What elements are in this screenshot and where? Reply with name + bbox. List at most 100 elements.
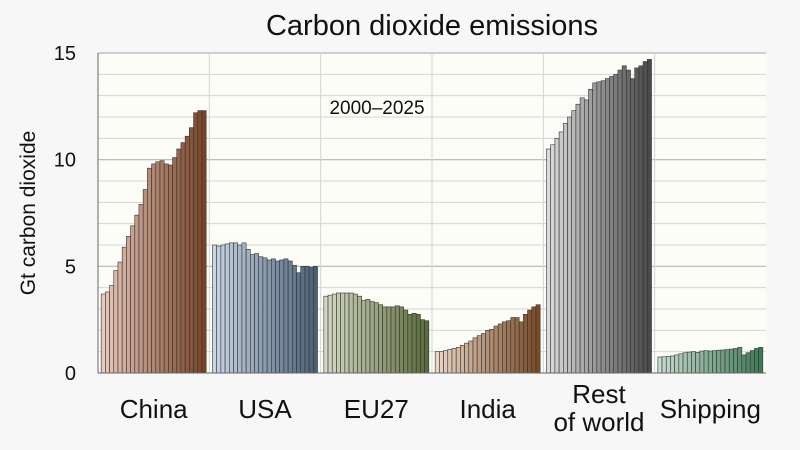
- bar-china: [180, 142, 186, 374]
- bar-shipping: [754, 348, 759, 374]
- bar-india: [485, 330, 491, 374]
- bar-eu27: [331, 293, 337, 374]
- bar-eu27: [369, 301, 375, 374]
- bar-rest-of-world: [567, 116, 572, 374]
- bar-india: [523, 314, 528, 374]
- bar-usa: [241, 242, 247, 374]
- bar-rest-of-world: [646, 59, 652, 374]
- bar-rest-of-world: [562, 123, 568, 374]
- bar-eu27: [348, 292, 354, 374]
- bar-shipping: [745, 352, 751, 374]
- bar-india: [468, 340, 474, 374]
- bar-china: [100, 293, 106, 374]
- bar-rest-of-world: [600, 80, 606, 374]
- category-label: USA: [238, 394, 292, 424]
- bar-shipping: [724, 349, 730, 374]
- bar-shipping: [737, 347, 743, 374]
- bar-rest-of-world: [642, 61, 648, 374]
- bar-china: [138, 204, 144, 374]
- bar-china: [201, 110, 207, 374]
- bar-usa: [212, 244, 217, 374]
- bar-india: [535, 304, 541, 374]
- bar-china: [184, 135, 190, 374]
- bar-rest-of-world: [554, 138, 560, 374]
- bar-india: [472, 337, 478, 374]
- bar-china: [121, 246, 127, 374]
- bar-rest-of-world: [625, 69, 631, 374]
- bar-shipping: [758, 347, 764, 374]
- bar-rest-of-world: [613, 74, 619, 374]
- bar-rest-of-world: [546, 148, 551, 374]
- bar-eu27: [411, 312, 417, 374]
- bar-usa: [258, 256, 264, 374]
- bar-usa: [216, 245, 222, 374]
- bar-eu27: [386, 306, 392, 374]
- bar-india: [451, 348, 457, 374]
- bar-usa: [254, 253, 259, 374]
- bar-china: [117, 261, 123, 374]
- bar-china: [197, 110, 203, 374]
- bar-usa: [233, 242, 238, 374]
- bar-india: [514, 317, 520, 374]
- bar-usa: [283, 258, 289, 374]
- bar-usa: [291, 264, 297, 374]
- bar-usa: [304, 266, 310, 374]
- bar-eu27: [378, 304, 383, 374]
- bar-india: [531, 306, 537, 374]
- bar-china: [159, 160, 165, 374]
- bar-china: [105, 291, 110, 374]
- bar-india: [497, 323, 503, 374]
- bar-shipping: [749, 350, 755, 374]
- bar-india: [434, 351, 440, 374]
- category-label: of world: [553, 407, 644, 437]
- bar-rest-of-world: [558, 131, 564, 374]
- bar-eu27: [336, 292, 341, 374]
- bar-shipping: [716, 349, 722, 374]
- bar-eu27: [399, 306, 404, 374]
- grid-lines: [98, 52, 766, 373]
- bar-usa: [270, 258, 276, 374]
- bar-rest-of-world: [638, 65, 644, 374]
- bar-shipping: [720, 349, 726, 374]
- y-tick-label: 0: [65, 363, 76, 385]
- bar-china: [151, 163, 157, 374]
- bar-china: [163, 163, 169, 374]
- bar-rest-of-world: [588, 88, 593, 374]
- bar-china: [189, 127, 194, 374]
- bar-rest-of-world: [630, 78, 635, 374]
- bar-india: [502, 321, 507, 374]
- bar-rest-of-world: [634, 67, 640, 374]
- bar-eu27: [424, 320, 430, 374]
- bar-shipping: [661, 356, 667, 374]
- bar-usa: [266, 259, 272, 374]
- y-tick-label: 15: [54, 43, 76, 65]
- bar-shipping: [670, 355, 675, 374]
- bar-usa: [275, 260, 280, 374]
- bar-china: [130, 225, 136, 374]
- bar-usa: [237, 244, 243, 374]
- bar-shipping: [699, 350, 705, 374]
- bar-shipping: [695, 352, 701, 374]
- bar-india: [439, 351, 444, 374]
- bar-eu27: [407, 314, 413, 374]
- bar-india: [460, 344, 465, 374]
- bar-usa: [220, 244, 226, 374]
- bar-china: [147, 167, 152, 374]
- bar-usa: [287, 260, 293, 374]
- bar-india: [443, 350, 449, 374]
- y-tick-labels: 0 5 10 15: [54, 43, 76, 385]
- bar-india: [510, 317, 516, 374]
- bar-shipping: [682, 352, 688, 374]
- bar-china: [134, 214, 140, 374]
- bar-rest-of-world: [592, 82, 598, 374]
- bar-india: [506, 320, 512, 374]
- bar-eu27: [365, 299, 371, 374]
- bar-china: [109, 285, 115, 374]
- bar-china: [113, 270, 119, 374]
- bar-india: [493, 325, 499, 374]
- bar-china: [176, 148, 182, 374]
- bar-usa: [224, 243, 230, 374]
- bar-eu27: [373, 302, 379, 374]
